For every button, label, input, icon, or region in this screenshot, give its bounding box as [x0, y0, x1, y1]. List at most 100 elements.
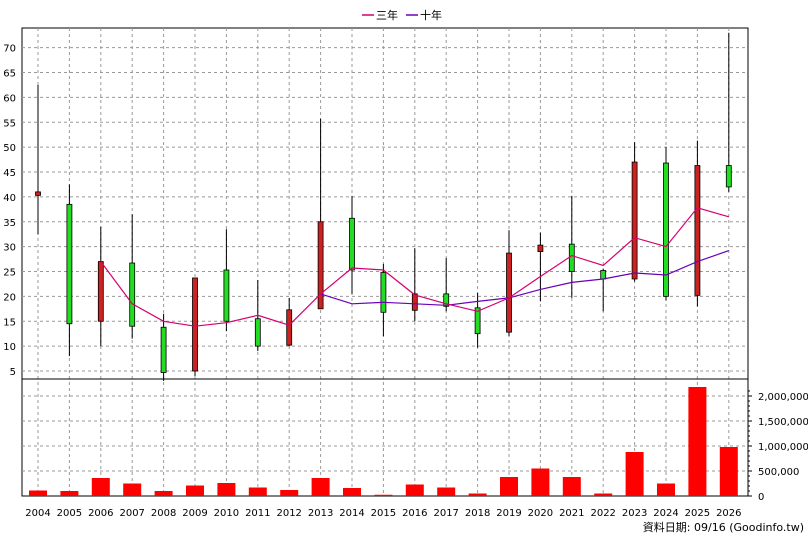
legend-label: 三年 — [376, 8, 398, 22]
volume-bar — [280, 490, 299, 496]
volume-bar — [500, 477, 518, 496]
ma10-line — [320, 250, 729, 306]
candle-body — [443, 293, 450, 307]
candle-body — [506, 252, 512, 333]
volume-bar — [719, 447, 738, 496]
year-tick-label: 2006 — [88, 508, 113, 519]
candle-body — [537, 244, 544, 253]
volume-bar — [343, 488, 361, 496]
volume-tick-label: 0 — [758, 492, 764, 503]
year-tick-label: 2022 — [590, 508, 615, 519]
price-tick-label: 65 — [3, 69, 16, 80]
volume-bar — [405, 484, 424, 496]
moving-averages — [100, 207, 729, 327]
year-tick-label: 2014 — [339, 508, 364, 519]
candle-body — [286, 309, 293, 346]
price-axis: 5 10 15 20 25 30 35 40 45 50 55 60 65 70 — [3, 44, 16, 378]
price-tick-label: 55 — [3, 118, 16, 129]
candle-body — [411, 293, 418, 311]
year-tick-label: 2025 — [685, 508, 710, 519]
volume-bar — [594, 493, 613, 496]
candle-body — [35, 191, 41, 196]
volume-bar — [248, 487, 267, 496]
candle-body — [600, 270, 607, 280]
candle-body — [725, 165, 732, 188]
volume-bar — [374, 494, 393, 496]
volume-bar — [468, 493, 487, 496]
year-tick-label: 2017 — [433, 508, 458, 519]
price-tick-label: 15 — [3, 317, 16, 328]
volume-bar — [217, 483, 236, 496]
price-tick-label: 70 — [3, 44, 16, 55]
volume-bar — [311, 478, 330, 496]
year-axis: 2004 2005 2006 2007 2008 2009 2010 2011 2012 2013… — [25, 508, 741, 519]
year-tick-label: 2026 — [716, 508, 741, 519]
volume-tick-label: 1,000,000 — [758, 442, 808, 453]
candle-body — [568, 243, 575, 272]
year-tick-label: 2021 — [559, 508, 584, 519]
ma3-line — [100, 207, 729, 327]
candle-body — [663, 162, 669, 297]
year-tick-label: 2013 — [308, 508, 333, 519]
year-tick-label: 2010 — [214, 508, 239, 519]
year-tick-label: 2023 — [622, 508, 647, 519]
candle-body — [223, 269, 230, 322]
candle-body — [380, 272, 387, 313]
volume-bars — [29, 387, 738, 496]
volume-tick-label: 2,000,000 — [758, 392, 808, 403]
year-tick-label: 2005 — [57, 508, 82, 519]
volume-bar — [657, 483, 675, 496]
volume-bar — [688, 387, 707, 496]
volume-bar — [154, 491, 173, 496]
price-tick-label: 50 — [3, 143, 16, 154]
candlesticks — [35, 32, 732, 381]
candle-body — [474, 307, 481, 335]
volume-bar — [29, 490, 47, 496]
candle-body — [254, 318, 261, 347]
legend: 三年 十年 — [362, 8, 442, 22]
year-tick-label: 2007 — [119, 508, 144, 519]
data-date-footer: 資料日期: 09/16 (Goodinfo.tw) — [643, 520, 804, 534]
price-tick-label: 25 — [3, 268, 16, 279]
year-tick-label: 2015 — [371, 508, 396, 519]
year-tick-label: 2019 — [496, 508, 521, 519]
price-tick-label: 45 — [3, 168, 16, 179]
candle-body — [97, 261, 104, 322]
price-tick-label: 35 — [3, 218, 16, 229]
price-tick-label: 10 — [3, 342, 16, 353]
year-tick-label: 2008 — [151, 508, 176, 519]
plot-frame — [21, 27, 749, 497]
year-tick-label: 2024 — [653, 508, 678, 519]
candle-body — [349, 217, 355, 271]
price-tick-label: 40 — [3, 193, 16, 204]
volume-bar — [562, 477, 581, 496]
volume-bar — [625, 452, 644, 496]
volume-bar — [60, 491, 79, 496]
year-tick-label: 2016 — [402, 508, 427, 519]
year-tick-label: 2011 — [245, 508, 270, 519]
price-tick-label: 20 — [3, 292, 16, 303]
volume-bar — [186, 485, 204, 496]
price-tick-label: 60 — [3, 93, 16, 104]
year-tick-label: 2012 — [276, 508, 301, 519]
volume-axis: 0 500,000 1,000,000 1,500,000 2,000,000 — [748, 390, 808, 503]
legend-label: 十年 — [420, 8, 442, 22]
year-tick-label: 2009 — [182, 508, 207, 519]
candle-body — [160, 326, 167, 373]
candle-body — [317, 221, 324, 310]
candle-body — [192, 277, 198, 372]
volume-tick-label: 500,000 — [758, 467, 799, 478]
volume-bar — [531, 468, 550, 496]
price-tick-label: 30 — [3, 243, 16, 254]
year-tick-label: 2018 — [465, 508, 490, 519]
candle-body — [631, 161, 638, 280]
volume-bar — [437, 487, 456, 496]
year-tick-label: 2020 — [528, 508, 553, 519]
candle-body — [129, 262, 136, 327]
volume-bar — [91, 478, 110, 496]
candle-body — [66, 203, 73, 325]
volume-tick-label: 1,500,000 — [758, 417, 808, 428]
price-tick-label: 5 — [10, 367, 16, 378]
year-tick-label: 2004 — [25, 508, 50, 519]
